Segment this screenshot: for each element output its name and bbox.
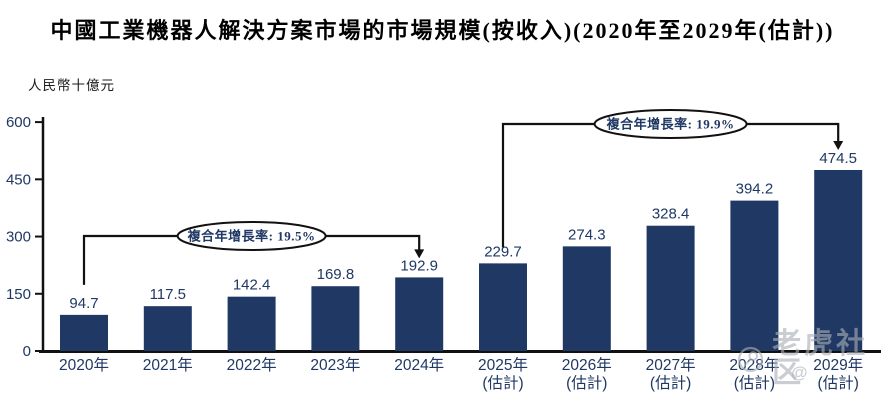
y-tick-label: 0: [23, 343, 31, 360]
bar-value-label: 192.9: [400, 257, 438, 274]
x-axis-note: (估計): [482, 374, 523, 392]
chart-title: 中國工業機器人解決方案市場的市場規模(按收入)(2020年至2029年(估計)): [50, 18, 835, 43]
bar-value-label: 117.5: [150, 286, 186, 303]
x-axis-label: 2023年: [310, 356, 360, 374]
bar-value-label: 328.4: [652, 206, 690, 223]
bar-value-label: 94.7: [69, 295, 98, 312]
bar-2029年: [814, 169, 863, 351]
bar-value-label: 169.8: [317, 266, 355, 283]
y-tick-label: 450: [6, 171, 31, 188]
cagr-label: 複合年增長率: 19.9%: [606, 117, 735, 132]
bar-2025年: [479, 263, 527, 351]
bar-value-label: 394.2: [736, 181, 774, 198]
y-tick-label: 300: [6, 229, 31, 246]
cagr-label: 複合年增長率: 19.5%: [187, 229, 316, 244]
arrow-down-icon: [833, 140, 844, 150]
bar-value-label: 142.4: [233, 277, 271, 294]
x-axis-note: (估計): [566, 374, 607, 392]
bar-2024年: [395, 277, 444, 351]
x-axis-label: 2024年: [394, 356, 444, 374]
x-axis-label: 2021年: [143, 356, 193, 374]
bar-2026年: [562, 246, 611, 351]
x-axis-label: 2027年: [646, 356, 696, 374]
bar-value-label: 229.7: [484, 243, 522, 260]
x-axis-label: 2028年: [729, 356, 779, 374]
y-tick-label: 600: [6, 114, 31, 131]
x-axis-note: (估計): [818, 374, 859, 392]
bar-2022年: [227, 296, 276, 351]
bar-value-label: 474.5: [819, 150, 857, 167]
bar-2027年: [646, 225, 695, 351]
x-axis-note: (估計): [650, 374, 691, 392]
x-axis-label: 2025年: [478, 356, 528, 374]
bar-2028年: [730, 200, 779, 351]
y-axis-unit-label: 人民幣十億元: [28, 78, 115, 93]
bar-2021年: [143, 306, 192, 351]
cagr-ellipse: [593, 109, 748, 139]
x-axis-label: 2022年: [227, 356, 277, 374]
bar-2023年: [311, 286, 360, 351]
y-tick-label: 150: [6, 286, 31, 303]
bar-value-label: 274.3: [568, 226, 606, 243]
arrow-down-icon: [414, 249, 425, 259]
bar-2020年: [60, 314, 108, 351]
x-axis-label: 2020年: [59, 356, 109, 374]
x-axis-note: (估計): [734, 374, 775, 392]
x-axis-label: 2029年: [813, 356, 863, 374]
cagr-ellipse: [176, 221, 327, 251]
x-axis-label: 2026年: [562, 356, 612, 374]
